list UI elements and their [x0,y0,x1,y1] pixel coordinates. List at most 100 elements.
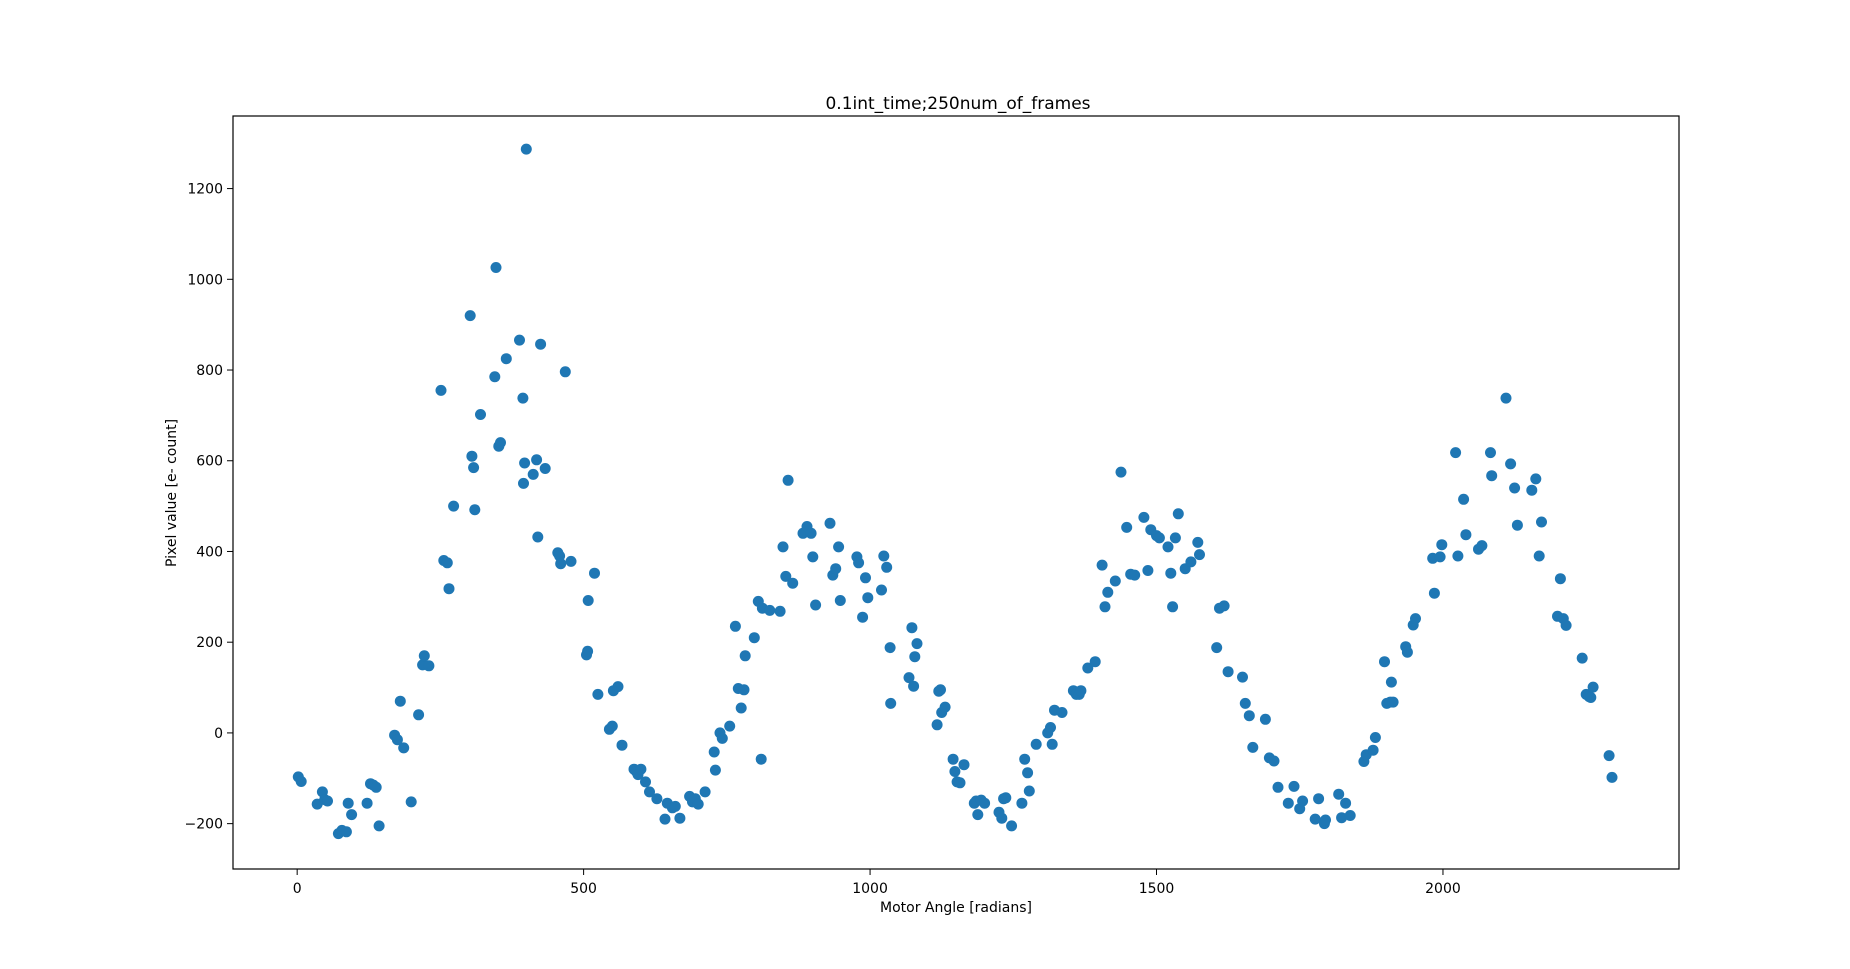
x-tick-label: 500 [570,881,597,897]
data-point [592,688,604,700]
data-point [1172,508,1184,520]
data-point [906,622,918,634]
data-point [834,595,846,606]
data-point [1486,470,1498,482]
data-point [527,468,539,480]
data-point [1603,750,1615,762]
data-point [787,577,799,589]
data-point [1169,532,1181,544]
data-point [1259,713,1271,725]
data-point [881,561,893,573]
data-point [1336,812,1348,824]
data-point [810,599,822,611]
data-point [1115,466,1127,478]
data-point [532,531,544,543]
data-point [1379,656,1390,668]
data-point [911,638,923,650]
data-point [500,353,512,365]
x-tick-label: 0 [293,881,302,897]
data-point [862,592,874,604]
data-point [939,701,951,713]
data-point [644,786,655,798]
y-tick-label: 200 [196,635,223,651]
data-point [469,504,481,516]
data-point [1142,565,1154,576]
y-tick-label: 400 [196,544,223,560]
data-point [559,366,571,378]
data-point [1165,567,1177,579]
data-point [738,684,750,696]
x-axis-label: Motor Angle [radians] [880,900,1032,916]
data-point [903,672,915,684]
data-point [724,720,736,732]
data-point [1560,619,1572,631]
data-point [651,793,663,805]
data-point [878,550,890,562]
data-point [448,500,460,512]
data-point [322,795,333,807]
data-point [1023,785,1035,797]
data-point [1194,549,1205,561]
data-point [582,595,594,606]
data-point [1138,511,1150,523]
data-point [582,645,594,657]
data-point [908,680,920,692]
data-point [1485,447,1496,459]
y-tick-label: −200 [185,817,223,833]
data-point [517,392,529,404]
data-point [1436,539,1448,551]
data-point [443,583,455,595]
data-point [739,650,751,662]
data-point [692,798,704,810]
data-point [1109,575,1121,587]
data-point [1320,814,1331,826]
data-point [1533,550,1545,562]
data-point [1185,556,1197,568]
data-point [1016,797,1028,809]
y-tick-label: 1200 [187,182,223,198]
data-point [1019,753,1031,765]
data-point [1385,676,1397,688]
data-point [519,457,531,469]
data-point [1243,710,1255,722]
data-point [475,409,486,420]
data-point [833,541,845,553]
data-point [1089,656,1101,668]
data-point [616,739,628,751]
data-point [708,746,720,758]
data-point [495,437,506,449]
data-point [1526,484,1538,496]
data-point [1075,685,1087,697]
data-point [1458,493,1470,505]
data-point [996,812,1008,824]
data-point [729,620,741,632]
data-point [441,557,453,569]
data-point [805,527,817,539]
data-point [931,719,943,731]
data-point [958,759,970,771]
x-tick-label: 1000 [852,881,888,897]
data-point [489,371,501,383]
data-point [398,742,410,754]
data-point [669,800,681,812]
x-axis-ticks: 0 500 1000 1500 2000 [293,869,1461,897]
data-point [1536,516,1547,528]
data-point [1167,601,1179,613]
data-point [1509,482,1521,494]
data-point [735,702,747,714]
data-point [824,517,836,529]
data-point [1239,697,1251,709]
data-point [1162,541,1174,553]
data-point [876,584,887,596]
data-point [699,786,711,798]
data-point [1121,521,1133,533]
data-point [830,563,842,575]
data-point [539,463,551,474]
data-point [370,781,382,793]
data-point [1369,732,1381,743]
data-point [435,384,447,396]
data-point [405,796,417,808]
data-point [1272,781,1284,793]
data-point [949,766,961,777]
data-point [514,334,525,346]
